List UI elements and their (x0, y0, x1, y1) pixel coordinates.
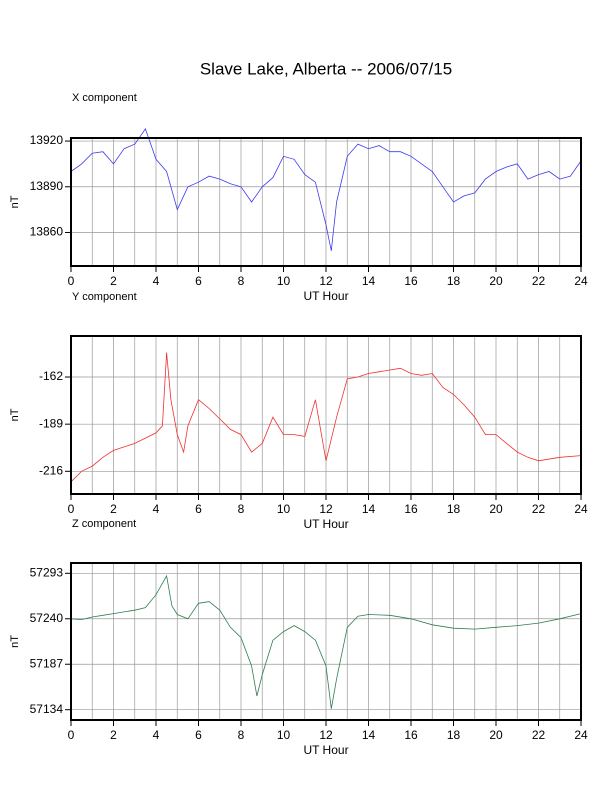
x-tick-label: 14 (362, 274, 376, 288)
x-tick-label: 10 (277, 274, 291, 288)
y-tick-label: -189 (39, 416, 63, 430)
data-line (70, 574, 582, 709)
data-line (70, 352, 582, 483)
y-tick-label: 13860 (30, 225, 64, 239)
plot-frame (70, 137, 582, 267)
plot-frame (70, 562, 582, 721)
x-tick-label: 16 (404, 728, 418, 742)
x-axis-label: UT Hour (303, 743, 348, 757)
x-tick-label: 0 (68, 728, 75, 742)
x-tick-label: 20 (489, 728, 503, 742)
x-tick-label: 14 (362, 502, 376, 516)
y-tick-label: -162 (39, 369, 63, 383)
x-tick-label: 18 (447, 502, 461, 516)
y-axis-label: nT (9, 195, 21, 208)
x-tick-label: 0 (68, 502, 75, 516)
x-tick-label: 24 (574, 728, 588, 742)
panel-title: Z component (72, 518, 136, 530)
y-tick-label: 57293 (30, 565, 64, 579)
x-tick-label: 4 (153, 502, 160, 516)
x-tick-label: 22 (532, 502, 546, 516)
x-tick-label: 20 (489, 274, 503, 288)
x-tick-label: 12 (319, 502, 333, 516)
x-tick-label: 8 (238, 728, 245, 742)
y-tick-label: 57240 (30, 611, 64, 625)
x-tick-label: 22 (532, 274, 546, 288)
x-tick-label: 18 (447, 728, 461, 742)
y-axis-label: nT (9, 408, 21, 421)
x-tick-label: 4 (153, 274, 160, 288)
x-tick-label: 18 (447, 274, 461, 288)
y-tick-label: 13890 (30, 179, 64, 193)
x-tick-label: 12 (319, 274, 333, 288)
x-tick-label: 20 (489, 502, 503, 516)
x-tick-label: 4 (153, 728, 160, 742)
panel-title: Y component (72, 291, 137, 303)
x-axis-label: UT Hour (303, 517, 348, 531)
y-tick-label: -216 (39, 463, 63, 477)
plot-frame (70, 335, 582, 495)
x-tick-label: 14 (362, 728, 376, 742)
x-tick-label: 6 (195, 502, 202, 516)
x-tick-label: 6 (195, 274, 202, 288)
y-axis-label: nT (9, 635, 21, 648)
x-tick-label: 12 (319, 728, 333, 742)
x-tick-label: 16 (404, 502, 418, 516)
x-tick-label: 16 (404, 274, 418, 288)
x-tick-label: 8 (238, 502, 245, 516)
y-tick-label: 57134 (30, 702, 64, 716)
x-tick-label: 8 (238, 274, 245, 288)
panel-title: X component (72, 92, 137, 104)
y-tick-label: 57187 (30, 656, 64, 670)
x-tick-label: 2 (110, 274, 117, 288)
x-tick-label: 22 (532, 728, 546, 742)
x-tick-label: 6 (195, 728, 202, 742)
x-tick-label: 2 (110, 502, 117, 516)
x-tick-label: 10 (277, 728, 291, 742)
data-line (70, 128, 582, 251)
x-tick-label: 10 (277, 502, 291, 516)
figure-title: Slave Lake, Alberta -- 2006/07/15 (200, 59, 452, 78)
y-tick-label: 13920 (30, 133, 64, 147)
x-tick-label: 0 (68, 274, 75, 288)
x-axis-label: UT Hour (303, 289, 348, 303)
x-tick-label: 24 (574, 274, 588, 288)
x-tick-label: 2 (110, 728, 117, 742)
x-tick-label: 24 (574, 502, 588, 516)
